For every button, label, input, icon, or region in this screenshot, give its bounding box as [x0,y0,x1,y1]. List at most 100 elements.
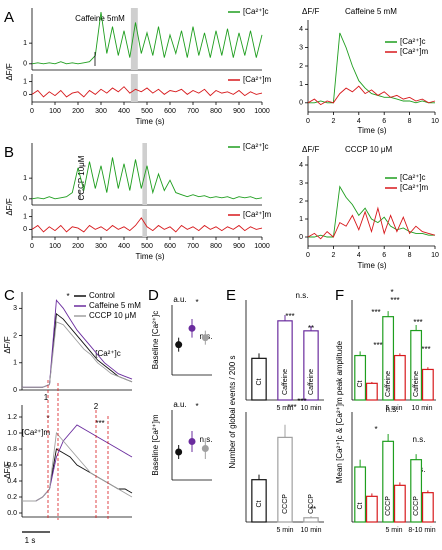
x-axis-label: Time (s) [357,126,386,135]
x-tick-label: 900 [233,243,245,250]
annotation: [Ca²⁺]c [95,349,121,358]
bar-label: Ct [256,378,263,385]
panel-letter: B [4,144,14,161]
y-tick-label: 1 [299,216,303,223]
x-category-label: 5 min [385,405,402,412]
y-axis-label: ΔF/F [3,461,12,478]
bar [382,316,395,401]
bar [382,440,395,523]
x-tick-label: 600 [164,243,176,250]
bar-label: Caffeine [282,369,289,395]
y-tick-label: 1 [23,78,27,85]
y-tick-label: 0.6 [7,462,17,469]
x-tick-label: 100 [49,243,61,250]
x-tick-label: 700 [187,243,199,250]
trace [31,12,263,65]
y-axis-label: Number of global events / 200 s [228,356,237,469]
x-tick-label: 0 [30,243,34,250]
legend-label: Caffeine 5 mM [89,301,141,310]
x-tick-label: 300 [95,108,107,115]
bar [277,320,293,401]
x-tick-label: 700 [187,108,199,115]
y-tick-label: 1 [23,175,27,182]
y-tick-label: 0.8 [7,446,17,453]
annotation: *** [421,345,430,354]
highlight-band [130,8,138,70]
x-axis-label: Time (s) [357,261,386,270]
annotation: 1 s [25,536,36,545]
trace [307,85,436,106]
y-tick-label: 1.2 [7,414,17,421]
x-tick-label: 200 [72,243,84,250]
trace [22,321,133,388]
bar [393,484,406,523]
annotation: [Ca²⁺]m [22,428,51,437]
annotation: n.s. [296,291,309,300]
x-tick-label: 500 [141,108,153,115]
x-tick-label: 8 [408,252,412,259]
y-tick-label: 3 [299,180,303,187]
dot [201,445,209,452]
bar-label: CCCP [413,496,420,516]
x-axis-label: Time (s) [135,252,164,261]
x-tick-label: 800 [210,108,222,115]
legend-label: [Ca²⁺]c [243,142,269,151]
y-tick-label: 0 [23,61,27,68]
legend-label: [Ca²⁺]m [400,183,429,192]
dot [175,341,183,349]
bar-label: CCCP [282,494,289,514]
y-tick-label: 2 [13,332,17,339]
annotation: *** [390,296,399,305]
y-tick-label: 0 [23,91,27,98]
x-tick-label: 500 [141,243,153,250]
x-tick-label: 600 [164,108,176,115]
legend-label: [Ca²⁺]m [243,210,272,219]
x-tick-label: 2 [331,118,335,125]
annotation: *** [95,419,104,428]
panel-letter: E [226,287,236,304]
dot [201,334,209,342]
bar-label: CCCP [308,494,315,514]
annotation: * [390,288,393,297]
bar [251,357,267,401]
y-axis-label: ΔF/F [302,145,319,154]
y-axis-label: ΔF/F [5,198,14,215]
trace [31,86,263,98]
x-category-label: 10 min [411,405,432,412]
y-tick-label: 2 [299,63,303,70]
annotation: *** [413,318,422,327]
dot [175,448,183,456]
x-tick-label: 1000 [254,108,270,115]
bar-label: Caffeine [385,371,392,397]
annotation: n.s. [413,435,426,444]
annotation: n.s. [200,435,213,444]
legend-label: CCCP 10 μM [89,311,136,320]
trace [308,185,435,238]
x-tick-label: 0 [306,252,310,259]
trace [308,32,435,104]
x-category-label: 5 min [276,405,293,412]
y-tick-label: 4 [299,162,303,169]
highlight-band [130,74,138,102]
x-tick-label: 900 [233,108,245,115]
bar-label: Ct [357,380,364,387]
panel-letter: A [4,9,14,26]
annotation: *** [287,403,296,412]
y-axis-label: Baseline [Ca²⁺]m [151,414,160,475]
bar [303,330,319,401]
annotation: 2 [94,402,99,411]
y-tick-label: 0 [13,387,17,394]
x-tick-label: 1000 [254,243,270,250]
bar-label: Caffeine [413,371,420,397]
bar [277,436,293,523]
bar [421,492,434,523]
y-tick-label: 1 [299,81,303,88]
bar-label: Caffeine [308,369,315,395]
annotation: *** [285,312,294,321]
x-tick-label: 300 [95,243,107,250]
y-tick-label: 0 [23,196,27,203]
y-tick-label: 1.0 [7,430,17,437]
bar [421,368,434,401]
bar [393,354,406,401]
